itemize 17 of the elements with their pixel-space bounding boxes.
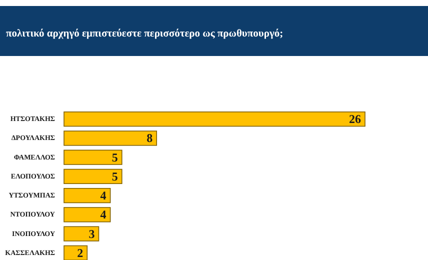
data-label: 2 — [77, 246, 84, 260]
data-label: 26 — [349, 112, 361, 126]
data-label: 4 — [100, 188, 106, 203]
chart-title: πολιτικό αρχηγό εμπιστεύεστε περισσότερο ως πρωθυπουργό; — [6, 28, 284, 40]
data-label: 3 — [88, 226, 95, 241]
data-label: 5 — [112, 169, 118, 184]
data-label: 4 — [100, 208, 106, 222]
data-label: 5 — [112, 150, 118, 164]
bar — [64, 150, 122, 165]
bar — [64, 188, 111, 204]
bar — [64, 112, 366, 127]
bar — [64, 226, 100, 242]
bar — [64, 168, 122, 184]
bar — [64, 245, 88, 260]
data-label: 8 — [146, 131, 153, 146]
bar — [64, 130, 158, 146]
bar — [64, 207, 111, 222]
